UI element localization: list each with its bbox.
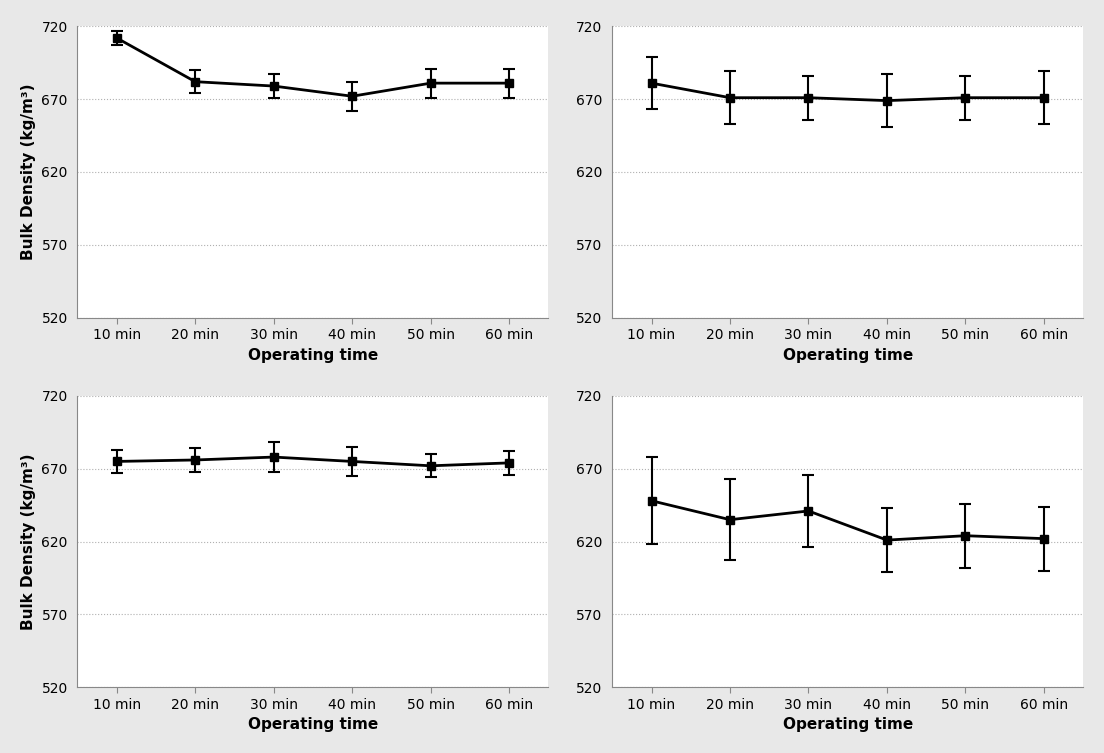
X-axis label: Operating time: Operating time xyxy=(247,717,378,732)
X-axis label: Operating time: Operating time xyxy=(783,348,913,363)
Y-axis label: Bulk Density (kg/m³): Bulk Density (kg/m³) xyxy=(21,84,35,261)
X-axis label: Operating time: Operating time xyxy=(783,717,913,732)
X-axis label: Operating time: Operating time xyxy=(247,348,378,363)
Y-axis label: Bulk Density (kg/m³): Bulk Density (kg/m³) xyxy=(21,453,35,630)
